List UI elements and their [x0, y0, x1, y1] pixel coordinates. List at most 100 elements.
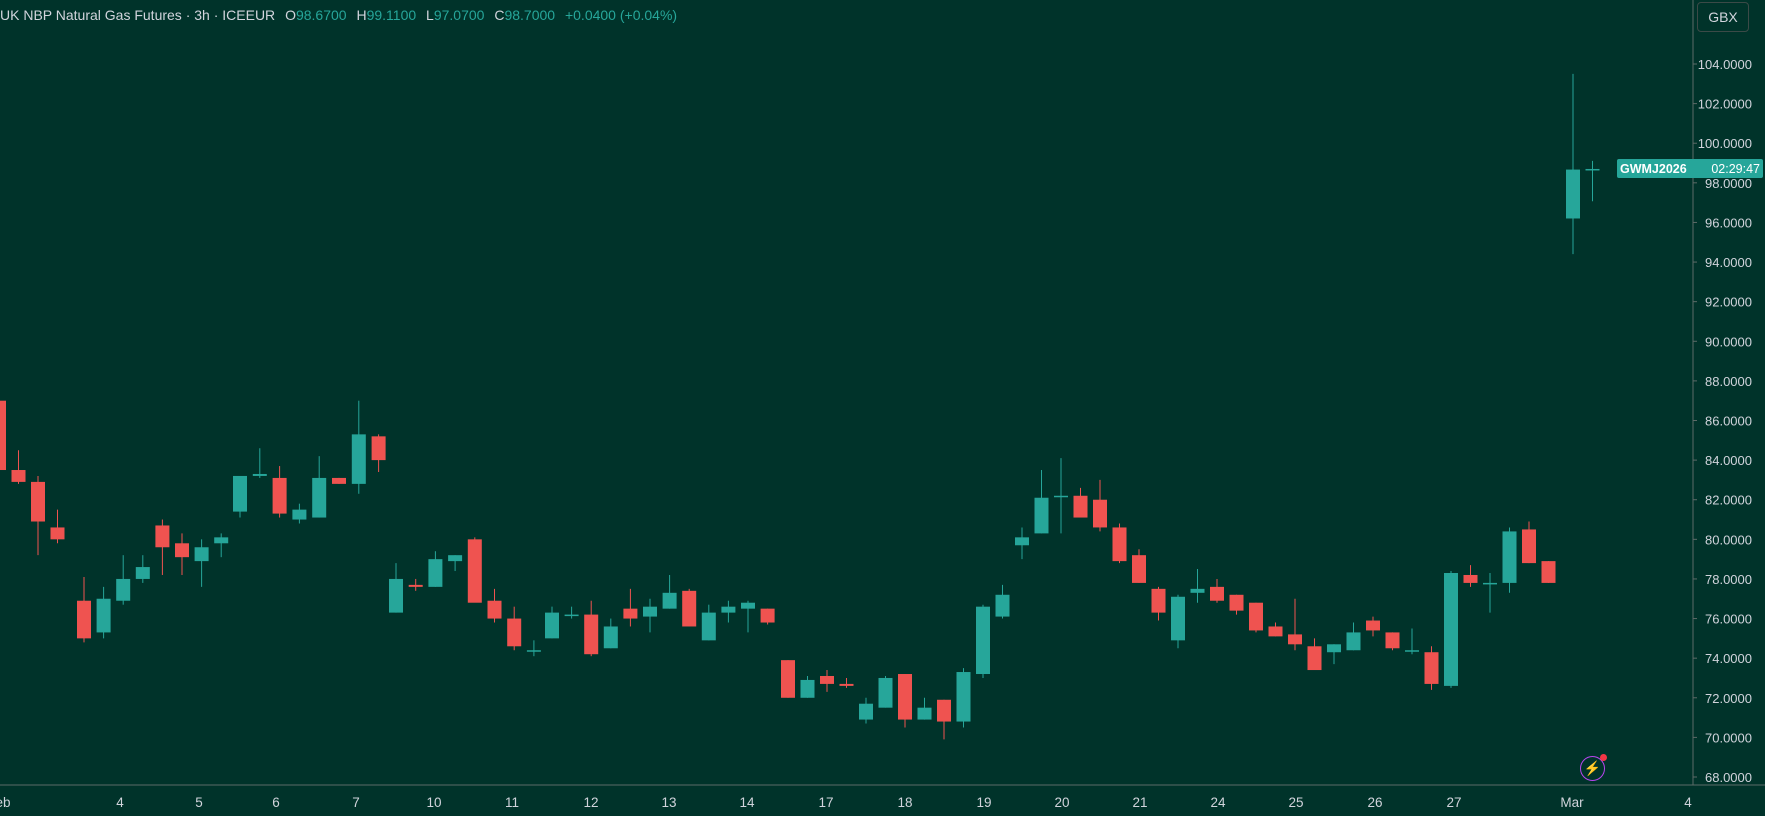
candle-body [1585, 168, 1600, 171]
candle-body [1463, 574, 1478, 583]
candle-body [1541, 561, 1556, 583]
candle-body [448, 555, 463, 562]
candle-body [1210, 586, 1224, 601]
candle-body [351, 434, 366, 484]
currency-button[interactable]: GBX [1697, 2, 1749, 32]
y-tick-label: 72.0000 [1705, 691, 1752, 706]
candle-body [1346, 632, 1361, 651]
candle-body [603, 626, 618, 649]
candle-body [1307, 646, 1322, 671]
y-tick-label: 90.0000 [1705, 334, 1752, 349]
candle-body [1424, 652, 1439, 684]
change-value: +0.0400 (+0.04%) [564, 7, 678, 23]
close-value: 98.7000 [504, 7, 556, 23]
candle-body [507, 618, 522, 647]
y-tick-label: 84.0000 [1705, 453, 1752, 468]
candle-body [760, 608, 775, 623]
candle-body [1288, 634, 1302, 645]
symbol-legend: UK NBP Natural Gas Futures · 3h · ICEEUR… [0, 7, 677, 23]
candle-body [820, 675, 834, 684]
x-tick-label: 20 [1054, 795, 1069, 810]
x-tick-label: 12 [583, 795, 598, 810]
x-tick-label: 27 [1446, 795, 1461, 810]
y-tick-label: 100.0000 [1698, 136, 1752, 151]
candle-body [408, 584, 423, 587]
high-value: 99.1100 [366, 7, 417, 23]
candle-body [643, 606, 657, 617]
candle-body [545, 612, 559, 639]
candle-body [233, 475, 247, 512]
candle-body [859, 703, 873, 720]
x-tick-label: 14 [739, 795, 755, 810]
y-tick-label: 76.0000 [1705, 612, 1752, 627]
y-tick-label: 92.0000 [1705, 295, 1752, 310]
candle-body [1190, 588, 1205, 593]
candle-body [584, 614, 599, 655]
low-label: L [426, 7, 434, 23]
candle-body [155, 525, 170, 548]
candle-body [1171, 596, 1185, 641]
x-tick-label: 17 [818, 795, 833, 810]
candle-body [96, 598, 111, 633]
candle-body [1268, 626, 1283, 637]
candle-body [1566, 169, 1580, 219]
candle-body [878, 677, 893, 708]
candle-body [1405, 650, 1419, 652]
candle-body [1522, 529, 1536, 564]
x-tick-label: 24 [1210, 795, 1226, 810]
candle-body [135, 567, 150, 579]
candle-body [1112, 527, 1127, 562]
low-value: 97.0700 [433, 7, 485, 23]
candle-body [31, 481, 45, 522]
candle-body [800, 679, 815, 698]
x-tick-label: 21 [1132, 795, 1147, 810]
candle-body [428, 559, 443, 587]
y-tick-label: 80.0000 [1705, 532, 1752, 547]
candle-body [292, 509, 307, 520]
x-tick-label: 18 [897, 795, 912, 810]
notification-dot [1600, 754, 1607, 761]
lightning-bolt-icon[interactable]: ⚡ [1580, 754, 1607, 781]
y-tick-label: 78.0000 [1705, 572, 1752, 587]
x-tick-label: 19 [976, 795, 991, 810]
candle-body [1151, 588, 1166, 613]
x-tick-label: 10 [426, 795, 441, 810]
candle-body [312, 477, 327, 518]
open-label: O [285, 7, 296, 23]
y-tick-label: 70.0000 [1705, 730, 1752, 745]
candle-body [1366, 620, 1380, 631]
candle-body [662, 592, 677, 609]
candle-body [839, 683, 854, 686]
candle-body [1229, 594, 1244, 611]
candle-body [526, 650, 541, 652]
candle-body [781, 660, 795, 698]
x-tick-label: 5 [195, 795, 203, 810]
candle-body [721, 606, 736, 613]
x-tick-label: 13 [661, 795, 676, 810]
candle-body [1483, 582, 1497, 585]
x-tick-label: 11 [505, 795, 519, 810]
candle-body [1444, 573, 1458, 686]
candle-body [332, 477, 346, 484]
candle-body [741, 602, 755, 609]
candle-body [1502, 531, 1517, 583]
y-tick-label: 102.0000 [1698, 97, 1752, 112]
y-tick-label: 74.0000 [1705, 651, 1752, 666]
last-price-tag: GWMJ2026 02:29:47 [1617, 159, 1763, 178]
y-tick-label: 98.0000 [1705, 176, 1752, 191]
candle-body [1073, 495, 1088, 518]
candle-body [898, 674, 912, 720]
candle-body [623, 608, 638, 619]
candle-body [272, 477, 287, 514]
high-label: H [356, 7, 367, 23]
candle-body [77, 600, 91, 639]
candle-body [467, 539, 482, 603]
x-tick-label: 7 [352, 795, 360, 810]
candle-body [487, 600, 502, 619]
price-tag-countdown: 02:29:47 [1711, 161, 1760, 176]
close-label: C [494, 7, 505, 23]
x-tick-label: 4 [116, 795, 124, 810]
candle-body [701, 612, 716, 641]
y-tick-label: 96.0000 [1705, 215, 1752, 230]
